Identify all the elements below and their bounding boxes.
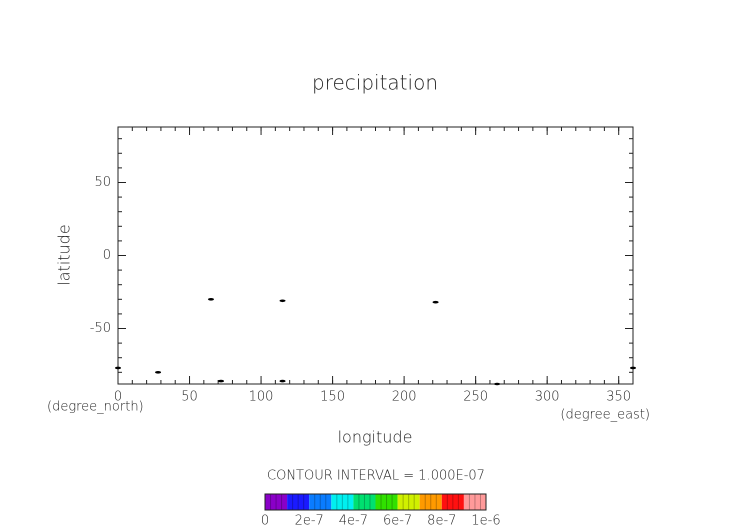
colorbar-segment <box>397 494 420 510</box>
colorbar-tick-label: 1e-6 <box>471 514 500 529</box>
contour-blob <box>279 299 286 303</box>
x-tick-label: 300 <box>535 390 560 405</box>
colorbar-tick-label: 4e-7 <box>339 514 368 529</box>
y-axis-label: latitude <box>55 224 74 285</box>
contour-blob <box>432 300 439 304</box>
contour-blob <box>115 366 121 370</box>
colorbar-segment <box>463 494 486 510</box>
contour-blob <box>279 379 286 383</box>
colorbar-segment <box>309 494 332 510</box>
contour-blob <box>207 298 214 301</box>
colorbar-segment <box>265 494 288 510</box>
x-tick-label: 100 <box>249 390 274 405</box>
contour-blob <box>155 371 162 374</box>
y-tick-label: 0 <box>103 248 111 263</box>
chart-title: precipitation <box>312 71 438 95</box>
colorbar-tick-label: 2e-7 <box>295 514 324 529</box>
y-tick-label: -50 <box>90 321 111 336</box>
contour-blob <box>494 382 501 386</box>
colorbar-frame <box>264 493 487 511</box>
contour-blob <box>630 366 636 370</box>
x-unit-label: (degree_east) <box>560 408 650 423</box>
x-tick-label: 50 <box>181 390 198 405</box>
x-tick-label: 250 <box>463 390 488 405</box>
colorbar-segment <box>375 494 398 510</box>
plot-frame <box>117 126 634 385</box>
colorbar-tick-label: 0 <box>261 514 269 529</box>
contour-blob <box>218 379 224 383</box>
x-tick-label: 350 <box>606 390 631 405</box>
colorbar-tick-label: 6e-7 <box>383 514 412 529</box>
x-tick-label: 0 <box>114 390 122 405</box>
colorbar-segment <box>419 494 442 510</box>
x-tick-label: 150 <box>320 390 345 405</box>
y-tick-label: 50 <box>94 175 111 190</box>
colorbar-segment <box>353 494 376 510</box>
y-unit-label: (degree_north) <box>47 400 144 415</box>
colorbar-segment <box>331 494 354 510</box>
colorbar-segment <box>441 494 464 510</box>
x-tick-label: 200 <box>392 390 417 405</box>
contour-interval: CONTOUR INTERVAL = 1.000E-07 <box>267 469 485 484</box>
x-axis-label: longitude <box>338 428 413 447</box>
colorbar-segment <box>287 494 310 510</box>
colorbar-tick-label: 8e-7 <box>427 514 456 529</box>
